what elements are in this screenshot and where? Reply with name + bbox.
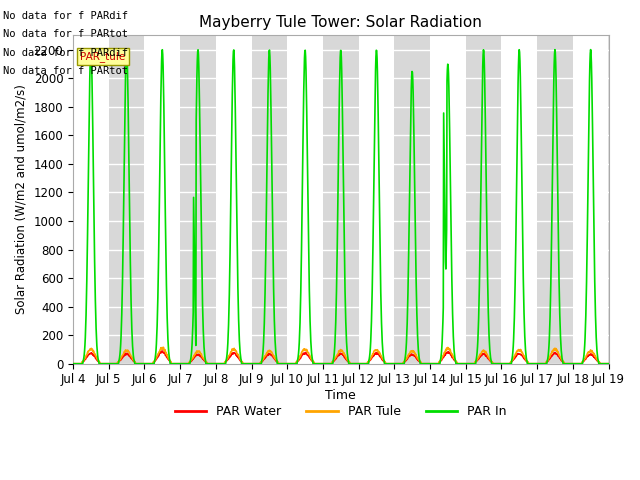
Bar: [180, 36, 216, 364]
Bar: [109, 36, 145, 364]
Text: PAR_tule: PAR_tule: [80, 51, 125, 62]
Title: Mayberry Tule Tower: Solar Radiation: Mayberry Tule Tower: Solar Radiation: [199, 15, 482, 30]
Bar: [430, 36, 466, 364]
Bar: [216, 36, 252, 364]
Bar: [323, 36, 358, 364]
Text: No data for f PARdif: No data for f PARdif: [3, 48, 128, 58]
Bar: [466, 36, 501, 364]
Bar: [394, 36, 430, 364]
Y-axis label: Solar Radiation (W/m2 and umol/m2/s): Solar Radiation (W/m2 and umol/m2/s): [15, 84, 28, 314]
Text: No data for f PARdif: No data for f PARdif: [3, 11, 128, 21]
X-axis label: Time: Time: [325, 389, 356, 402]
Bar: [537, 36, 573, 364]
Bar: [145, 36, 180, 364]
Text: No data for f PARtot: No data for f PARtot: [3, 66, 128, 76]
Text: No data for f PARtot: No data for f PARtot: [3, 29, 128, 39]
Bar: [252, 36, 287, 364]
Legend: PAR Water, PAR Tule, PAR In: PAR Water, PAR Tule, PAR In: [170, 400, 511, 423]
Bar: [501, 36, 537, 364]
Bar: [573, 36, 609, 364]
Bar: [73, 36, 109, 364]
Bar: [287, 36, 323, 364]
Bar: [358, 36, 394, 364]
